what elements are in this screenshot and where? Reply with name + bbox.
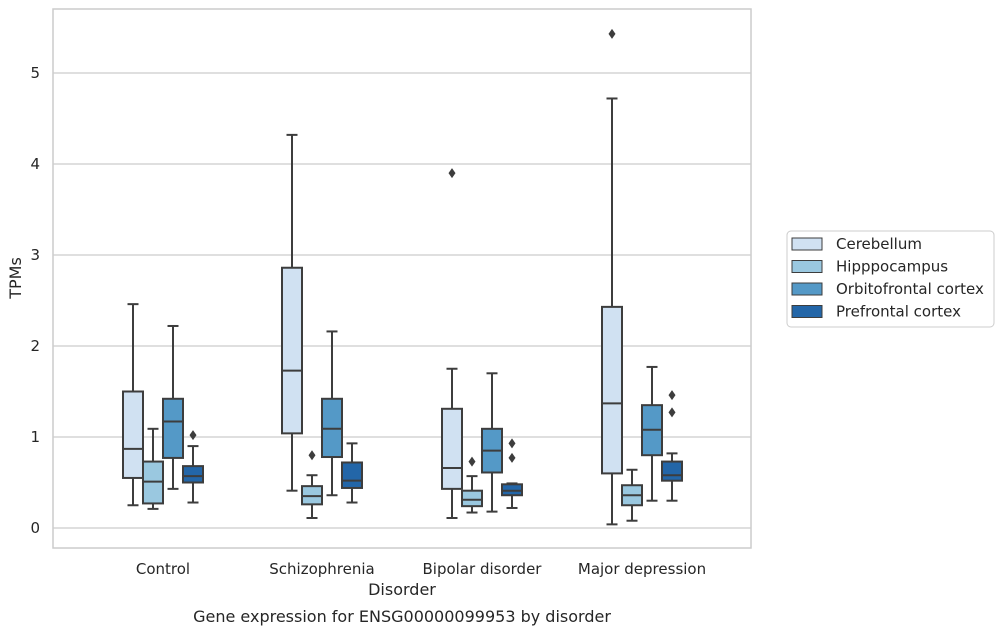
outlier-point [468, 456, 476, 467]
y-tick-label: 1 [30, 428, 40, 446]
outlier-point [668, 407, 676, 418]
chart-caption: Gene expression for ENSG00000099953 by d… [193, 607, 611, 626]
outlier-point [508, 438, 516, 449]
legend-item-hipppocampus: Hipppocampus [791, 258, 948, 276]
box-body [182, 465, 204, 484]
legend: Cerebellum Hipppocampus Orbitofrontal cort… [786, 230, 995, 328]
y-tick-label: 4 [30, 155, 40, 173]
legend-label: Cerebellum [836, 235, 922, 253]
box-bipolar-disorder-cerebellum [441, 168, 463, 519]
box-schizophrenia-orbitofrontal-cortex [321, 330, 343, 497]
legend-label: Prefrontal cortex [836, 303, 961, 321]
box-major-depression-prefrontal-cortex [661, 390, 683, 502]
x-tick-label: Bipolar disorder [423, 560, 543, 578]
box-body [661, 460, 683, 482]
legend-swatch [791, 305, 823, 318]
outlier-point [308, 450, 316, 461]
outlier-point [668, 390, 676, 401]
box-schizophrenia-prefrontal-cortex [341, 442, 363, 504]
legend-item-cerebellum: Cerebellum [791, 235, 922, 253]
outlier-point [508, 452, 516, 463]
x-tick-label: Control [136, 560, 190, 578]
y-axis-label: TPMs [6, 257, 25, 300]
y-tick-label: 0 [30, 519, 40, 537]
plot-frame [52, 8, 752, 549]
box-bipolar-disorder-hipppocampus [461, 456, 483, 514]
legend-label: Hipppocampus [836, 258, 948, 276]
box-control-hipppocampus [142, 427, 164, 510]
grid-lines [53, 72, 751, 529]
y-tick-labels: 0 1 2 3 4 5 [30, 64, 40, 537]
box-body [461, 489, 483, 508]
box-body [441, 407, 463, 490]
box-body [281, 266, 303, 435]
box-bipolar-disorder-prefrontal-cortex [501, 438, 523, 509]
box-control-orbitofrontal-cortex [162, 324, 184, 490]
box-body [341, 461, 363, 489]
outlier-point [189, 430, 197, 441]
box-major-depression-cerebellum [601, 28, 623, 526]
legend-swatch [791, 282, 823, 296]
legend-label: Orbitofrontal cortex [836, 280, 984, 298]
legend-swatch [791, 260, 823, 273]
box-groups [122, 28, 683, 526]
x-tick-label: Schizophrenia [269, 560, 374, 578]
box-body [122, 390, 144, 479]
x-tick-label: Major depression [578, 560, 706, 578]
box-body [601, 305, 623, 475]
outlier-point [608, 28, 616, 39]
box-bipolar-disorder-orbitofrontal-cortex [481, 372, 503, 513]
box-schizophrenia-cerebellum [281, 133, 303, 492]
y-tick-label: 3 [30, 246, 40, 264]
y-tick-label: 2 [30, 337, 40, 355]
legend-frame [786, 230, 995, 328]
legend-swatch [791, 237, 823, 251]
x-axis-label: Disorder [368, 580, 436, 599]
legend-item-prefrontal-cortex: Prefrontal cortex [791, 303, 961, 321]
box-schizophrenia-hipppocampus [301, 450, 323, 519]
box-control-cerebellum [122, 303, 144, 507]
y-tick-label: 5 [30, 64, 40, 82]
box-major-depression-hipppocampus [621, 468, 643, 522]
box-major-depression-orbitofrontal-cortex [641, 365, 663, 502]
legend-item-orbitofrontal-cortex: Orbitofrontal cortex [791, 280, 984, 298]
box-body [162, 397, 184, 459]
outlier-point [448, 168, 456, 179]
box-control-prefrontal-cortex [182, 430, 204, 504]
x-tick-labels: Control Schizophrenia Bipolar disorder Majo… [136, 560, 706, 578]
